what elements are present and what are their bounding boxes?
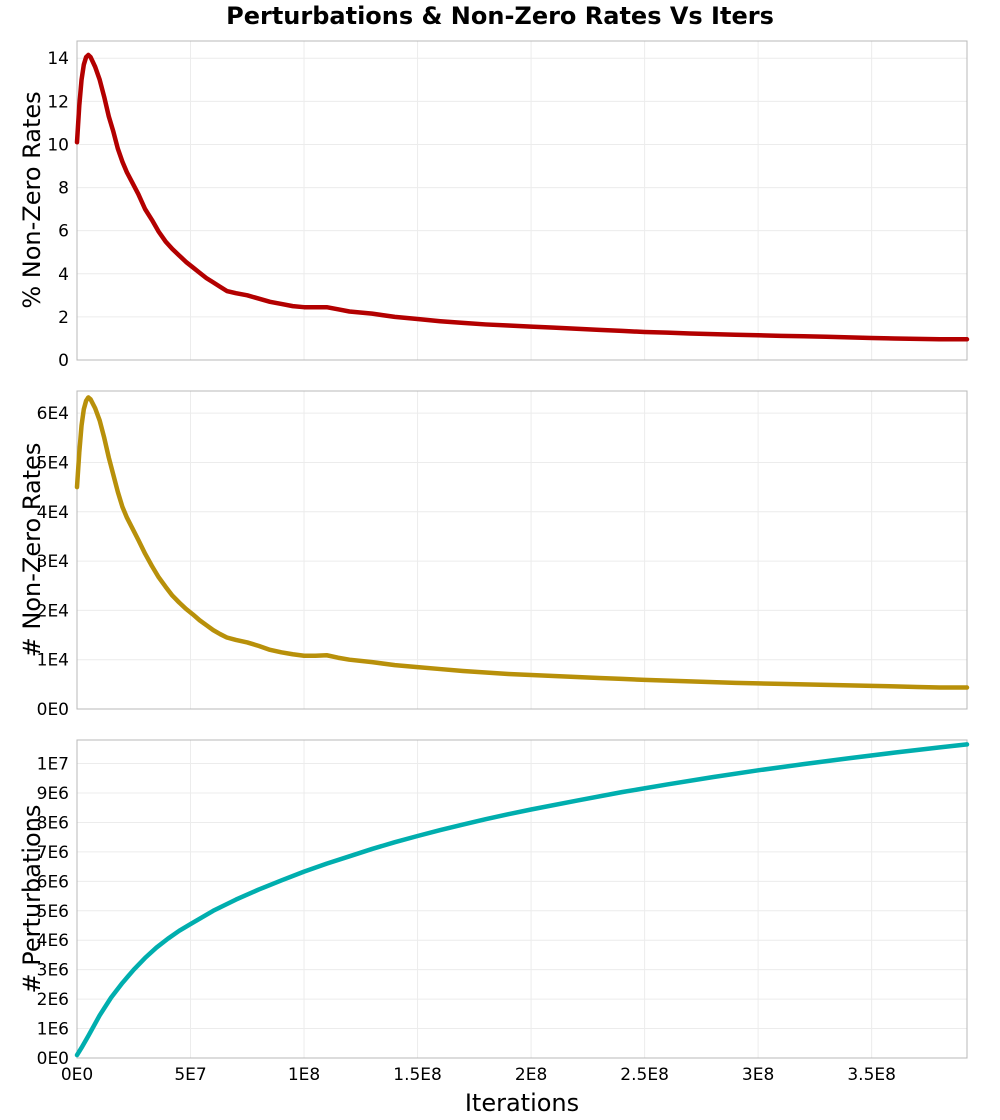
y-tick-label: 8 <box>58 179 69 199</box>
x-axis-label-iterations: Iterations <box>465 1089 579 1117</box>
series-line <box>74 742 970 1058</box>
y-tick-label: 3E6 <box>37 961 69 981</box>
series-line <box>74 395 970 690</box>
y-tick-label: 1E4 <box>37 651 69 671</box>
plot-frame <box>76 390 968 710</box>
y-tick-label: 2 <box>58 308 69 328</box>
y-tick-label: 14 <box>47 49 69 69</box>
series-line <box>74 52 970 342</box>
y-tick-label: 0 <box>58 351 69 371</box>
x-tick-label: 0E0 <box>61 1065 93 1085</box>
y-tick-label: 7E6 <box>37 843 69 863</box>
x-tick-label: 3.5E8 <box>847 1065 896 1085</box>
panel-percent-nonzero-rates: % Non-Zero Rates 0 2 4 6 8 10 12 14 <box>18 40 970 371</box>
y-tick-label: 1E7 <box>37 755 69 775</box>
y-tick-label: 5E6 <box>37 902 69 922</box>
y-tick-label: 3E4 <box>37 552 69 572</box>
panel-perturbations: # Perturbations Iterations 0E0 1E6 2E6 3E6 4… <box>18 739 970 1117</box>
y-axis-label-perturbations: # Perturbations <box>18 805 46 994</box>
y-tick-label: 2E4 <box>37 601 69 621</box>
y-tick-label: 9E6 <box>37 784 69 804</box>
y-tick-label: 1E6 <box>37 1020 69 1040</box>
y-tick-label: 8E6 <box>37 813 69 833</box>
x-tick-label: 5E7 <box>174 1065 206 1085</box>
y-tick-label: 6E4 <box>37 404 69 424</box>
x-tick-label: 2E8 <box>515 1065 547 1085</box>
y-tick-label: 5E4 <box>37 453 69 473</box>
x-tick-label: 1.5E8 <box>393 1065 442 1085</box>
x-tick-label: 3E8 <box>742 1065 774 1085</box>
y-tick-label: 12 <box>47 92 69 112</box>
panel-count-nonzero-rates: # Non-Zero Rates 0E0 1E4 2E4 3E4 4E4 5E4 6E4 <box>18 390 970 720</box>
x-tick-label: 1E8 <box>288 1065 320 1085</box>
y-tick-label: 0E0 <box>37 700 69 720</box>
y-tick-label: 6E6 <box>37 872 69 892</box>
y-tick-label: 6 <box>58 222 69 242</box>
plot-frame <box>76 40 968 361</box>
x-tick-label: 2.5E8 <box>620 1065 669 1085</box>
y-axis-label-percent-nonzero: % Non-Zero Rates <box>18 91 46 308</box>
plot-frame <box>76 739 968 1059</box>
chart-title: Perturbations & Non-Zero Rates Vs Iters <box>226 2 774 30</box>
y-tick-label: 4E6 <box>37 931 69 951</box>
y-tick-label: 2E6 <box>37 990 69 1010</box>
y-tick-label: 0E0 <box>37 1049 69 1069</box>
y-tick-label: 10 <box>47 135 69 155</box>
y-tick-label: 4E4 <box>37 503 69 523</box>
y-axis-label-count-nonzero: # Non-Zero Rates <box>18 443 46 658</box>
y-tick-label: 4 <box>58 265 69 285</box>
